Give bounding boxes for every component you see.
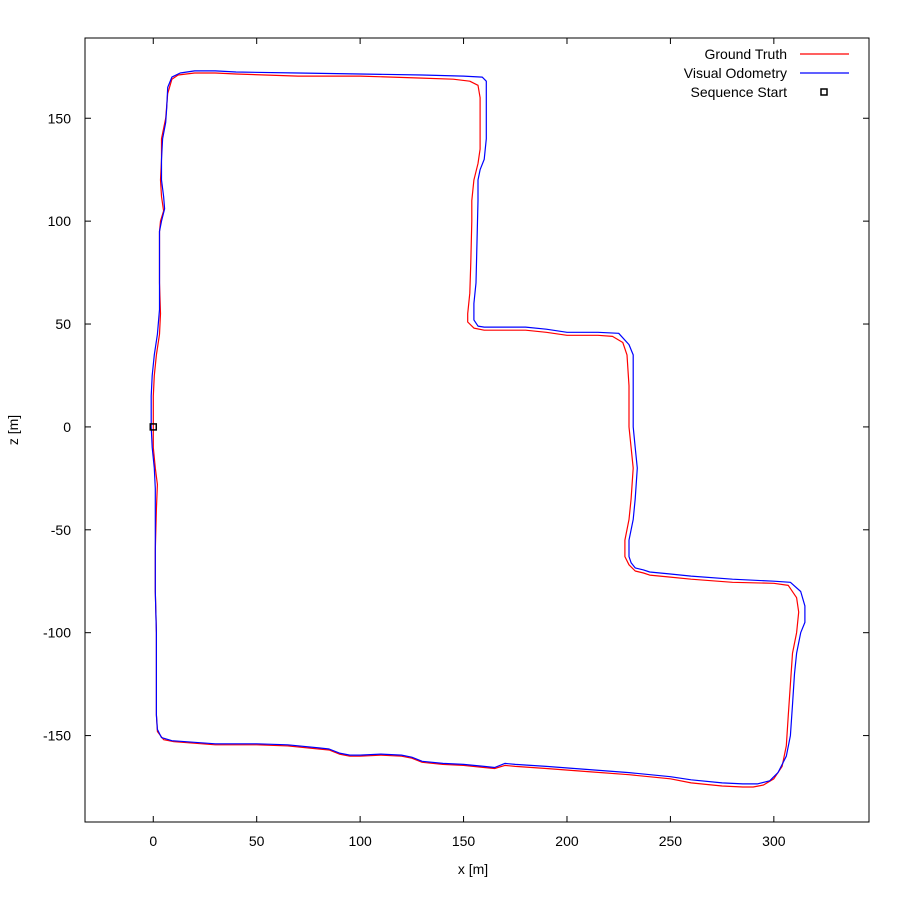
series-layer	[149, 70, 806, 788]
x-tick-label: 300	[762, 833, 786, 849]
visual-odometry-path	[150, 70, 806, 785]
plot-frame	[84, 37, 870, 823]
legend: Ground Truth Visual Odometry Sequence Star…	[684, 46, 849, 100]
x-tick-label: 150	[452, 833, 476, 849]
legend-label: Visual Odometry	[684, 65, 787, 81]
x-tick-label: 100	[348, 833, 372, 849]
y-tick-label: -150	[43, 728, 71, 744]
y-axis-label: z [m]	[5, 415, 21, 445]
x-tick-label: 200	[555, 833, 579, 849]
y-tick-label: -100	[43, 625, 71, 641]
y-tick-label: 150	[48, 110, 72, 126]
y-tick-label: 0	[63, 419, 71, 435]
axis-ticks: 0 50 100 150 200 250 300 -150 -100 -50 0 50 100 150	[43, 38, 869, 849]
y-tick-label: 100	[48, 213, 72, 229]
x-axis-label: x [m]	[458, 861, 488, 877]
legend-label: Sequence Start	[690, 84, 787, 100]
x-tick-label: 250	[659, 833, 683, 849]
ground-truth-path	[152, 72, 800, 788]
legend-marker-sample	[820, 88, 828, 96]
x-tick-label: 50	[249, 833, 265, 849]
sequence-start-marker	[149, 423, 158, 431]
x-tick-label: 0	[149, 833, 157, 849]
y-tick-label: -50	[51, 522, 71, 538]
legend-label: Ground Truth	[705, 46, 788, 62]
y-tick-label: 50	[55, 316, 71, 332]
